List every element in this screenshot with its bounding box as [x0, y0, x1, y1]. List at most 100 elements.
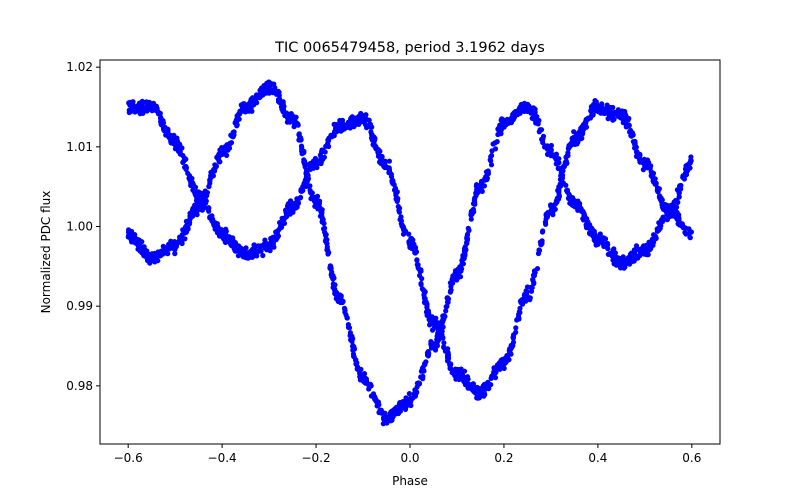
data-point [234, 122, 240, 128]
data-point [507, 346, 513, 352]
data-point [528, 110, 534, 116]
data-point [668, 208, 674, 214]
data-point [444, 358, 451, 364]
data-point [276, 92, 282, 99]
data-point [125, 229, 132, 235]
data-point [381, 161, 387, 167]
x-axis-label: Phase [392, 474, 428, 488]
data-point [521, 292, 528, 299]
data-point [494, 139, 500, 145]
data-point [596, 106, 602, 112]
data-point [347, 124, 353, 130]
data-point [532, 269, 538, 275]
data-point [633, 144, 639, 150]
data-point [599, 239, 605, 245]
x-tick-label: 0.4 [588, 451, 607, 465]
data-point [443, 308, 449, 314]
y-tick-label: 0.99 [66, 299, 93, 313]
data-point [591, 101, 597, 107]
data-point [237, 250, 244, 256]
data-point [444, 295, 450, 301]
data-point [450, 273, 456, 279]
data-point [333, 291, 339, 297]
data-point [359, 113, 365, 119]
data-point [600, 106, 606, 112]
data-point [491, 365, 497, 371]
data-point [588, 108, 594, 114]
data-point [244, 105, 250, 112]
data-point [458, 373, 464, 379]
data-point [129, 239, 135, 245]
data-point [354, 366, 360, 372]
data-point [331, 275, 337, 281]
data-point [498, 131, 504, 137]
data-point [670, 202, 676, 208]
data-point [680, 173, 686, 179]
data-point [181, 155, 187, 161]
data-point [323, 232, 329, 238]
data-point [369, 124, 375, 130]
y-axis-label: Normalized PDC flux [39, 191, 53, 314]
data-point [502, 356, 508, 363]
data-point [429, 342, 435, 348]
data-point [263, 242, 269, 248]
data-point [412, 250, 418, 256]
data-point [406, 391, 412, 397]
data-point [480, 384, 486, 390]
data-point [283, 210, 289, 216]
data-point [272, 236, 278, 243]
data-point [358, 374, 364, 380]
data-point [580, 125, 586, 131]
data-point [332, 282, 338, 288]
data-point [360, 119, 366, 125]
data-point [233, 117, 239, 123]
data-point [419, 365, 426, 371]
data-point [338, 128, 344, 134]
data-points [125, 79, 695, 427]
data-point [660, 218, 666, 224]
data-point [500, 122, 506, 128]
data-point [441, 340, 447, 346]
data-point [519, 297, 525, 303]
data-point [276, 97, 282, 103]
data-point [486, 381, 492, 387]
data-point [294, 199, 300, 205]
data-point [248, 254, 254, 260]
data-point [142, 106, 148, 112]
data-point [539, 136, 545, 142]
data-point [232, 248, 238, 254]
data-point [580, 217, 587, 223]
data-point [565, 150, 571, 156]
data-point [152, 259, 158, 265]
data-point [542, 219, 549, 225]
data-point [433, 321, 440, 327]
data-point [279, 215, 285, 221]
data-point [140, 110, 146, 116]
data-point [623, 124, 629, 130]
data-point [327, 265, 333, 271]
data-point [560, 163, 567, 170]
data-point [637, 252, 643, 259]
data-point [447, 280, 453, 286]
data-point [183, 225, 189, 231]
data-point [206, 183, 212, 189]
data-point [647, 165, 653, 171]
data-point [288, 111, 294, 117]
data-point [570, 137, 577, 143]
data-point [516, 309, 523, 315]
data-point [280, 106, 287, 112]
data-point [396, 209, 402, 215]
data-point [682, 229, 688, 236]
data-point [292, 121, 298, 127]
data-point [397, 403, 403, 409]
data-point [510, 332, 517, 338]
data-point [343, 312, 349, 318]
data-point [658, 223, 664, 229]
data-point [531, 281, 537, 287]
data-point [424, 312, 431, 318]
data-point [400, 224, 406, 230]
data-point [298, 135, 304, 141]
data-point [165, 251, 171, 257]
data-point [262, 85, 268, 91]
data-point [604, 241, 610, 247]
